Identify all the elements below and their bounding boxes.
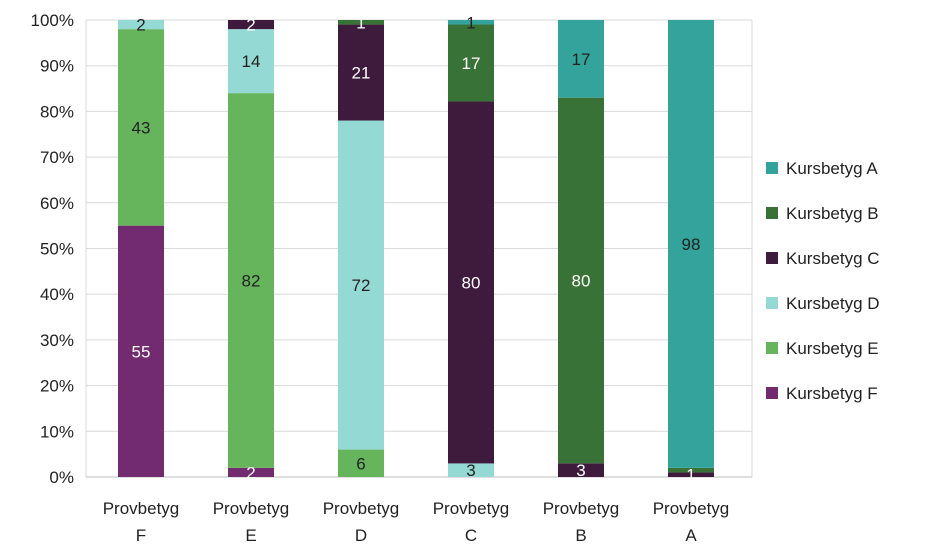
data-label: 21 xyxy=(352,64,371,83)
data-label: 55 xyxy=(132,342,151,361)
bar-segment xyxy=(228,29,274,94)
x-axis-categories: Provbetyg F Provbetyg E Provbetyg D Provbetyg C… xyxy=(103,499,730,545)
y-tick-label: 70% xyxy=(40,148,74,167)
y-tick-label: 50% xyxy=(40,240,74,259)
data-label: 1 xyxy=(466,13,475,32)
legend-swatch xyxy=(766,252,778,264)
legend-swatch xyxy=(766,342,778,354)
data-label: 17 xyxy=(572,50,591,69)
legend-label: Kursbetyg E xyxy=(786,339,879,358)
data-label: 17 xyxy=(462,54,481,73)
y-tick-label: 60% xyxy=(40,194,74,213)
y-tick-label: 40% xyxy=(40,285,74,304)
bar-segment xyxy=(228,93,274,468)
x-category-label: Provbetyg B xyxy=(543,499,620,545)
bar-segment xyxy=(558,97,604,464)
bar-segment xyxy=(338,24,384,121)
data-label: 3 xyxy=(576,461,585,480)
legend-label: Kursbetyg D xyxy=(786,294,880,313)
legend-label: Kursbetyg A xyxy=(786,159,878,178)
data-label: 98 xyxy=(682,235,701,254)
bar-segment xyxy=(338,449,384,477)
legend-swatch xyxy=(766,297,778,309)
bar-segment xyxy=(668,20,714,468)
legend: Kursbetyg A Kursbetyg B Kursbetyg C Kursbet… xyxy=(766,159,880,403)
bar-segment xyxy=(118,225,164,477)
bar-segment xyxy=(228,467,274,477)
x-category-label: Provbetyg A xyxy=(653,499,730,545)
bar-segment xyxy=(118,29,164,226)
y-tick-label: 100% xyxy=(31,11,74,30)
bar-segment xyxy=(338,20,384,25)
y-tick-label: 80% xyxy=(40,102,74,121)
legend-label: Kursbetyg B xyxy=(786,204,879,223)
bar-segment xyxy=(668,472,714,477)
legend-label: Kursbetyg F xyxy=(786,384,878,403)
bar-segment xyxy=(448,20,494,25)
x-category-label: Provbetyg E xyxy=(213,499,290,545)
bar-segment xyxy=(448,24,494,102)
data-label: 82 xyxy=(242,271,261,290)
bar-segment xyxy=(668,467,714,473)
gridlines xyxy=(85,19,753,478)
x-category-label: Provbetyg D xyxy=(323,499,400,545)
data-label: 14 xyxy=(242,52,261,71)
data-labels: 55 43 2 2 82 14 2 6 72 21 1 3 80 17 1 3 80 17 1 98 xyxy=(132,13,701,484)
legend-swatch xyxy=(766,162,778,174)
y-tick-label: 30% xyxy=(40,331,74,350)
x-category-label: Provbetyg C xyxy=(433,499,510,545)
data-label: 2 xyxy=(136,16,145,35)
data-label: 1 xyxy=(356,13,365,32)
data-label: 2 xyxy=(246,16,255,35)
data-label: 80 xyxy=(572,271,591,290)
y-tick-label: 20% xyxy=(40,377,74,396)
y-tick-label: 0% xyxy=(49,468,74,487)
data-label: 43 xyxy=(132,118,151,137)
legend-swatch xyxy=(766,387,778,399)
data-label: 80 xyxy=(462,273,481,292)
bar-segment xyxy=(558,20,604,98)
bars xyxy=(118,20,714,477)
legend-label: Kursbetyg C xyxy=(786,249,880,268)
data-label: 1 xyxy=(686,466,695,485)
bar-segment xyxy=(338,120,384,450)
y-tick-label: 10% xyxy=(40,422,74,441)
bar-segment xyxy=(448,463,494,477)
y-tick-label: 90% xyxy=(40,57,74,76)
data-label: 6 xyxy=(356,454,365,473)
x-category-label: Provbetyg F xyxy=(103,499,180,545)
bar-segment xyxy=(228,20,274,30)
bar-segment xyxy=(118,20,164,30)
data-label: 72 xyxy=(352,276,371,295)
y-axis-ticks: 0% 10% 20% 30% 40% 50% 60% 70% 80% 90% 100% xyxy=(31,11,74,487)
bar-segment xyxy=(448,101,494,464)
bar-segment xyxy=(558,463,604,477)
data-label: 3 xyxy=(466,461,475,480)
legend-swatch xyxy=(766,207,778,219)
data-label: 2 xyxy=(246,463,255,482)
